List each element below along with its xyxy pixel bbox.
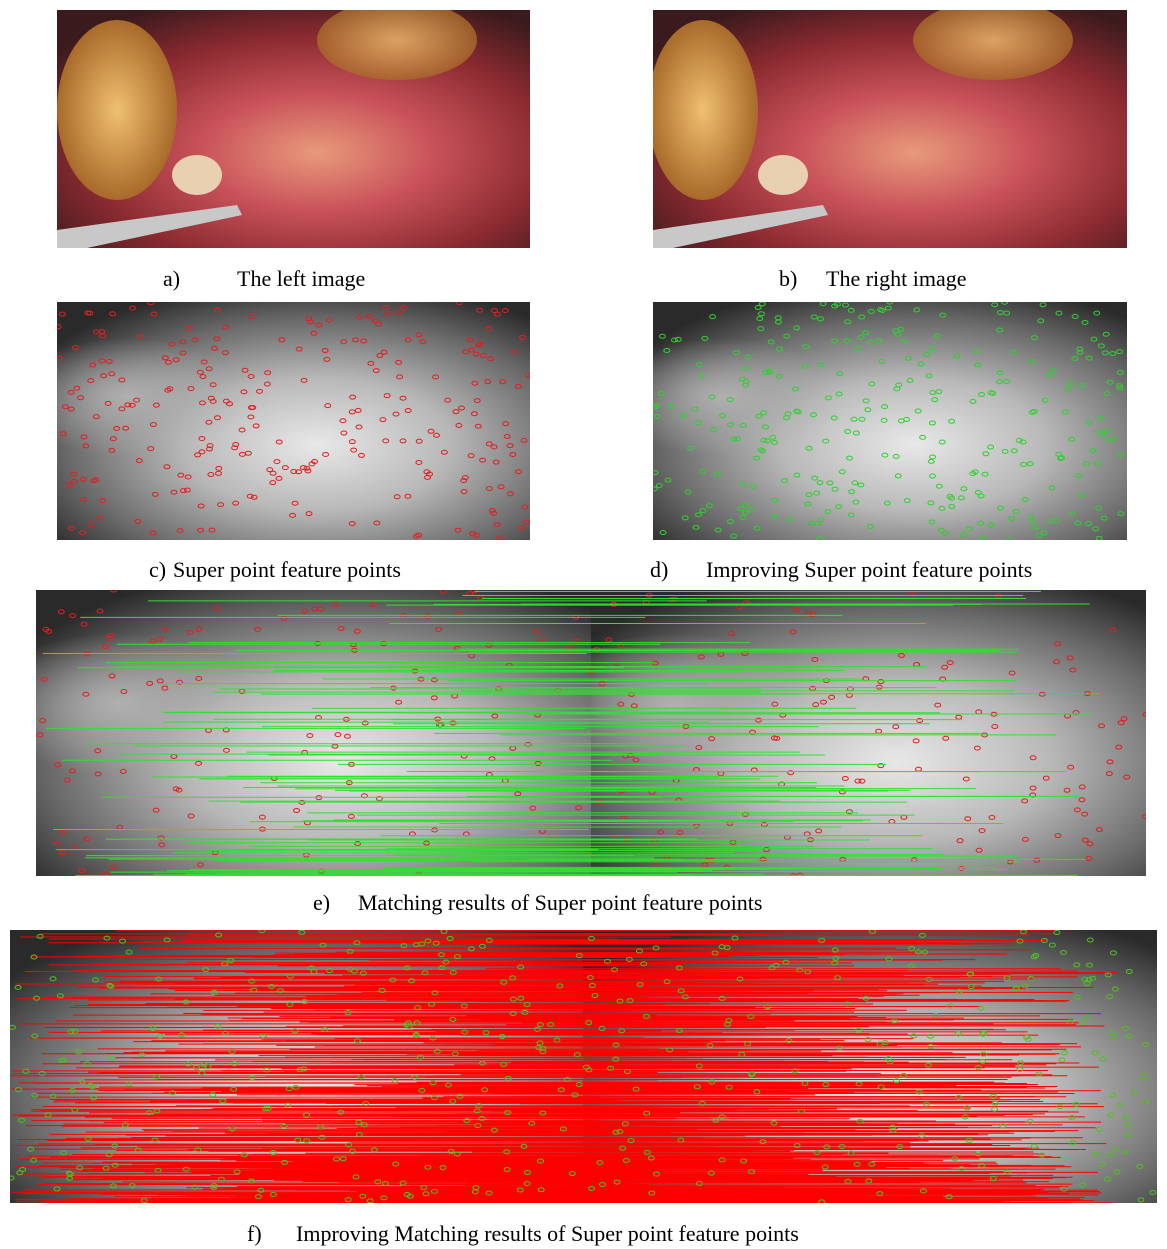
caption-label: e) <box>313 892 330 914</box>
caption-text: Improving Super point feature points <box>706 559 1032 581</box>
caption-text: The right image <box>826 268 967 290</box>
caption-label: d) <box>650 559 668 581</box>
caption-text: The left image <box>237 268 365 290</box>
matching-image <box>36 590 1146 876</box>
caption-label: c) <box>149 559 166 581</box>
superpoint-image <box>57 302 530 540</box>
improved-matching-image <box>10 930 1157 1203</box>
caption-text: Improving Matching results of Super poin… <box>296 1223 799 1245</box>
caption-label: a) <box>163 268 180 290</box>
caption-text: Matching results of Super point feature … <box>358 892 762 914</box>
page: a) The left image b) The right image c) … <box>0 0 1167 1249</box>
right-image <box>653 10 1127 248</box>
caption-text: Super point feature points <box>173 559 401 581</box>
caption-label: b) <box>779 268 797 290</box>
caption-label: f) <box>247 1223 262 1245</box>
improved-superpoint-image <box>653 302 1127 540</box>
left-image <box>57 10 530 248</box>
